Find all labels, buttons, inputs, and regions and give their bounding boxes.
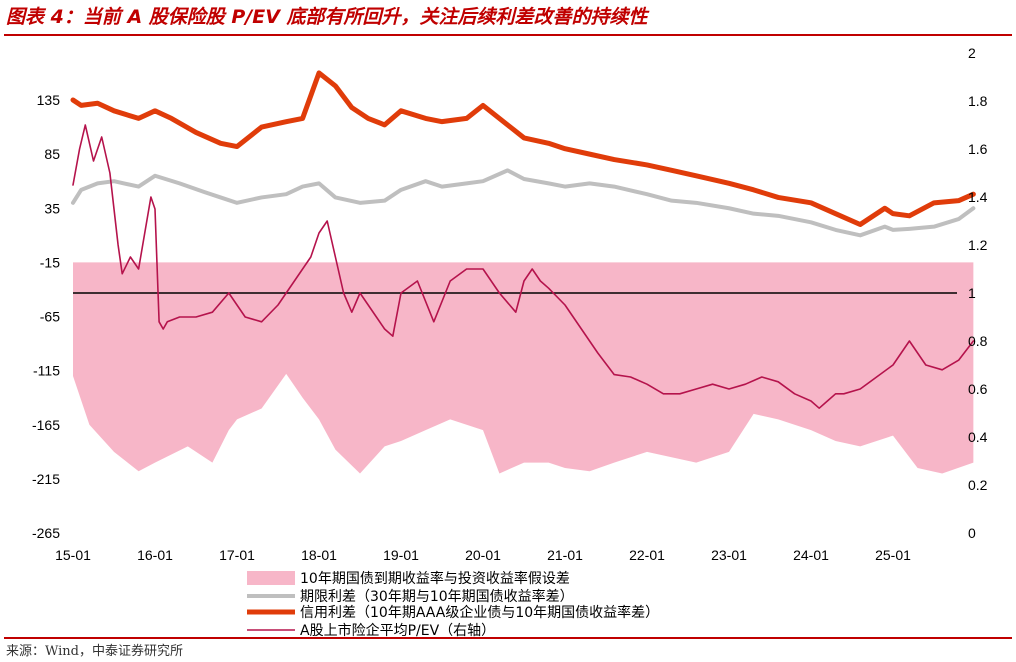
- y-left-tick-label: -215: [32, 471, 60, 487]
- y-left-tick-label: -165: [32, 417, 60, 433]
- y-left-tick-label: -15: [40, 254, 60, 270]
- x-tick-label: 15-01: [55, 547, 91, 563]
- title-divider: [4, 34, 1012, 36]
- legend-label: 信用利差（10年期AAA级企业债与10年期国债收益率差）: [300, 604, 659, 621]
- legend-label: 10年期国债到期收益率与投资收益率假设差: [300, 570, 570, 587]
- x-tick-label: 19-01: [383, 547, 419, 563]
- series-line-2: [70, 70, 976, 227]
- legend-label: A股上市险企平均P/EV（右轴）: [300, 622, 495, 639]
- x-tick-label: 25-01: [875, 547, 911, 563]
- source-note: 来源：Wind，中泰证券研究所: [6, 644, 183, 659]
- series-line-1: [71, 168, 976, 238]
- y-left-tick-label: 85: [44, 146, 60, 162]
- legend-label: 期限利差（30年期与10年期国债收益率差）: [300, 588, 574, 605]
- y-right-tick-label: 1.6: [968, 141, 988, 157]
- figure-title: 图表 4：当前 A 股保险股 P/EV 底部有所回升，关注后续利差改善的持续性: [6, 6, 648, 28]
- legend-swatch-0: [247, 571, 295, 585]
- y-left-tick-label: -265: [32, 525, 60, 541]
- x-tick-label: 24-01: [793, 547, 829, 563]
- x-tick-label: 21-01: [547, 547, 583, 563]
- series-area-0: [73, 262, 974, 474]
- y-right-tick-label: 2: [968, 45, 976, 61]
- x-tick-label: 23-01: [711, 547, 747, 563]
- y-left-tick-label: 35: [44, 200, 60, 216]
- y-right-tick-label: 1.8: [968, 93, 988, 109]
- x-tick-label: 18-01: [301, 547, 337, 563]
- y-right-tick-label: 1: [968, 285, 976, 301]
- y-left-tick-label: -65: [40, 309, 60, 325]
- x-tick-label: 17-01: [219, 547, 255, 563]
- y-right-tick-label: 0.6: [968, 381, 988, 397]
- y-right-tick-label: 0.2: [968, 477, 988, 493]
- x-tick-label: 22-01: [629, 547, 665, 563]
- y-right-tick-label: 1.2: [968, 237, 988, 253]
- y-right-tick-label: 1.4: [968, 189, 988, 205]
- x-tick-label: 20-01: [465, 547, 501, 563]
- y-left-tick-label: 135: [37, 92, 61, 108]
- y-left-tick-label: -115: [33, 363, 60, 379]
- y-right-tick-label: 0.4: [968, 429, 988, 445]
- y-right-tick-label: 0.8: [968, 333, 988, 349]
- footer-divider: [4, 637, 1012, 639]
- series-line-3: [72, 124, 975, 410]
- y-right-tick-label: 0: [968, 525, 976, 541]
- x-tick-label: 16-01: [137, 547, 173, 563]
